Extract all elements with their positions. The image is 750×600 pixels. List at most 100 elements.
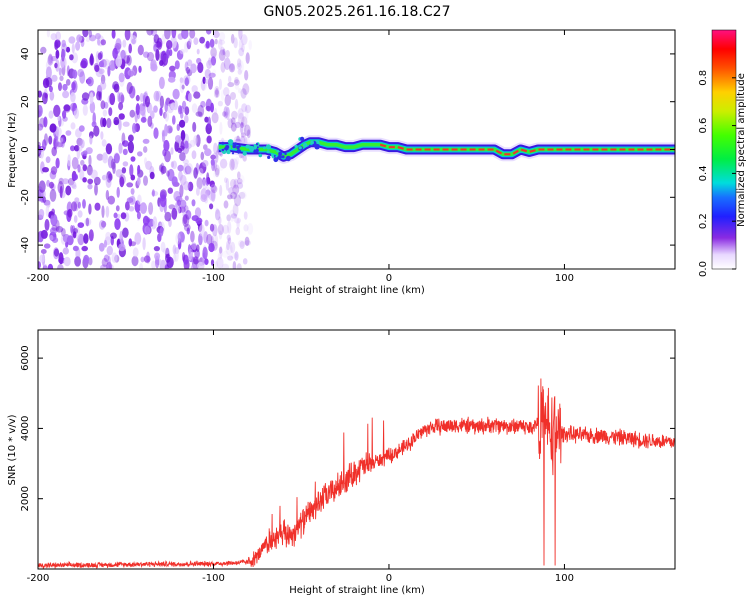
noise-blob [76, 34, 82, 43]
noise-blob [187, 181, 194, 192]
noise-blob [179, 119, 186, 128]
noise-blob [197, 104, 205, 118]
noise-blob [73, 245, 79, 252]
noise-blob [59, 185, 63, 199]
noise-blob [219, 184, 223, 197]
noise-blob [98, 68, 105, 75]
noise-blob [245, 52, 250, 64]
noise-blob [77, 164, 81, 173]
noise-blob [103, 58, 110, 70]
noise-blob [166, 256, 174, 269]
noise-blob [245, 104, 251, 114]
noise-blob [71, 157, 79, 170]
noise-blob [175, 232, 181, 245]
noise-blob [237, 69, 242, 75]
noise-blob [70, 92, 76, 103]
noise-blob [100, 100, 106, 110]
noise-blob [143, 146, 148, 153]
noise-blob [122, 161, 129, 167]
noise-blob [153, 34, 160, 44]
noise-blob [188, 248, 194, 260]
noise-blob [100, 39, 107, 46]
noise-blob [118, 142, 123, 154]
track-dot [242, 151, 247, 156]
snr-y-label: SNR (10 * v/v) [7, 414, 18, 485]
spectrogram-x-label: Height of straight line (km) [289, 285, 425, 296]
noise-blob [240, 122, 244, 129]
noise-blob [103, 239, 108, 248]
noise-blob [210, 184, 217, 192]
noise-blob [248, 40, 252, 50]
noise-blob [237, 112, 245, 126]
noise-blob [205, 40, 210, 49]
noise-blob [166, 170, 170, 177]
chart-title: GN05.2025.261.16.18.C27 [264, 4, 451, 20]
noise-blob [238, 191, 246, 199]
noise-blob [159, 226, 164, 237]
noise-blob [164, 30, 171, 40]
noise-blob [98, 219, 106, 230]
noise-blob [45, 205, 50, 217]
noise-blob [102, 153, 108, 164]
track-dot [255, 143, 259, 146]
noise-blob [177, 105, 183, 115]
noise-blob [213, 30, 220, 39]
noise-blob [166, 40, 173, 50]
noise-blob [115, 205, 120, 212]
noise-blob [55, 226, 64, 233]
y-tick-label: -40 [20, 237, 31, 253]
noise-blob [40, 249, 47, 254]
noise-blob [111, 30, 116, 39]
track-dot [314, 143, 320, 150]
noise-blob [72, 173, 78, 181]
noise-blob [115, 169, 123, 178]
noise-blob [219, 245, 223, 259]
noise-blob [179, 48, 185, 55]
noise-blob [239, 122, 247, 136]
noise-blob [233, 37, 238, 49]
noise-blob [191, 85, 198, 93]
noise-blob [128, 43, 132, 54]
noise-blob [43, 243, 51, 249]
noise-blob [78, 125, 85, 132]
noise-blob [194, 207, 202, 218]
noise-blob [65, 46, 71, 53]
noise-blob [242, 83, 250, 95]
noise-blob [129, 109, 136, 118]
noise-blob [238, 174, 245, 185]
noise-blob [139, 202, 147, 214]
noise-blob [246, 129, 251, 139]
noise-blob [183, 223, 191, 232]
noise-blob [118, 72, 125, 83]
noise-blob [209, 203, 214, 210]
x-tick-label: -100 [202, 573, 225, 584]
noise-blob [233, 79, 240, 86]
noise-blob [233, 194, 242, 207]
noise-blob [146, 51, 155, 62]
noise-blob [88, 257, 93, 266]
noise-blob [159, 60, 164, 66]
colorbar-tick-label: 0.8 [698, 70, 709, 86]
noise-blob [161, 33, 166, 45]
noise-blob [61, 39, 66, 48]
track-dot [254, 147, 257, 150]
noise-blob [159, 95, 164, 109]
noise-blob [230, 33, 235, 44]
noise-blob [86, 164, 93, 176]
track-dot [278, 151, 283, 156]
noise-blob [100, 264, 108, 269]
noise-blob [234, 121, 241, 129]
noise-blob [212, 224, 218, 237]
noise-blob [242, 36, 247, 46]
noise-blob [159, 259, 167, 269]
noise-blob [42, 139, 47, 151]
snr-x-label: Height of straight line (km) [289, 585, 425, 596]
noise-blob [242, 155, 247, 162]
noise-blob [70, 181, 77, 189]
noise-blob [204, 186, 212, 196]
track-dot [266, 150, 270, 154]
noise-blob [67, 177, 75, 186]
noise-blob [48, 53, 53, 64]
